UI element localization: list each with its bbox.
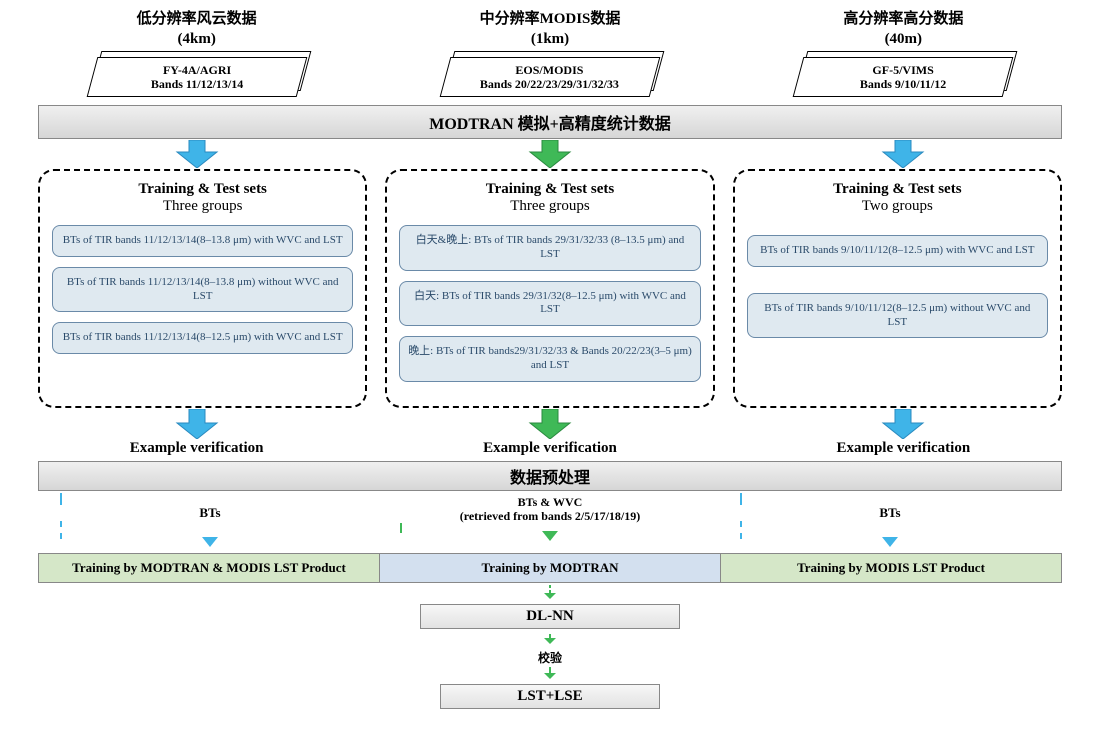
bts-3: BTs (740, 493, 1040, 547)
output-box: LST+LSE (440, 684, 660, 709)
sat-2-name: EOS/MODIS (516, 63, 584, 77)
train-3: Training by MODIS LST Product (721, 554, 1061, 582)
ev-3: Example verification (767, 440, 1040, 457)
dt-title-1: Training & Test sets (52, 181, 353, 198)
satellite-row: FY-4A/AGRI Bands 11/12/13/14 EOS/MODIS B… (0, 49, 1100, 101)
dt-title-2: Training & Test sets (399, 181, 700, 198)
dt-title-3: Training & Test sets (747, 181, 1048, 198)
box-1-2: BTs of TIR bands 11/12/13/14(8–13.8 μm) … (52, 267, 353, 313)
box-2-3: 晚上: BTs of TIR bands29/31/32/33 & Bands … (399, 336, 700, 382)
dashed-box-1: Training & Test sets Three groups BTs of… (38, 169, 367, 408)
arrow-5 (413, 408, 686, 440)
training-row: Training by MODTRAN & MODIS LST Product … (38, 553, 1062, 583)
bts-2: BTs & WVC (retrieved from bands 2/5/17/1… (400, 493, 700, 547)
sat-3-bands: Bands 9/10/11/12 (860, 77, 946, 91)
header-1-line1: 低分辨率风云数据 (137, 11, 257, 27)
modtran-bar: MODTRAN 模拟+高精度统计数据 (38, 105, 1062, 139)
train-2: Training by MODTRAN (380, 554, 721, 582)
dt-sub-3: Two groups (747, 198, 1048, 215)
header-row: 低分辨率风云数据 (4km) 中分辨率MODIS数据 (1km) 高分辨率高分数… (0, 0, 1100, 49)
preprocess-bar: 数据预处理 (38, 461, 1062, 491)
box-1-1: BTs of TIR bands 11/12/13/14(8–13.8 μm) … (52, 225, 353, 257)
dlnn-box: DL-NN (420, 604, 680, 629)
arrow-4 (60, 408, 333, 440)
arrow-row-2 (0, 408, 1100, 440)
ev-row: Example verification Example verificatio… (0, 440, 1100, 457)
dashed-box-3: Training & Test sets Two groups BTs of T… (733, 169, 1062, 408)
bts-1: BTs (60, 493, 360, 547)
calib-label: 校验 (0, 649, 1100, 666)
sat-2-bands: Bands 20/22/23/29/31/32/33 (480, 77, 619, 91)
sat-1-bands: Bands 11/12/13/14 (150, 77, 242, 91)
arrow-1 (60, 139, 333, 169)
ev-2: Example verification (413, 440, 686, 457)
header-col-3: 高分辨率高分数据 (40m) (767, 10, 1040, 49)
sat-1-name: FY-4A/AGRI (163, 63, 231, 77)
arrow-6 (767, 408, 1040, 440)
header-col-1: 低分辨率风云数据 (4km) (60, 10, 333, 49)
box-3-1: BTs of TIR bands 9/10/11/12(8–12.5 μm) w… (747, 235, 1048, 267)
dashed-row: Training & Test sets Three groups BTs of… (0, 169, 1100, 408)
sat-box-1: FY-4A/AGRI Bands 11/12/13/14 (60, 55, 333, 101)
sat-box-2: EOS/MODIS Bands 20/22/23/29/31/32/33 (413, 55, 686, 101)
dt-sub-2: Three groups (399, 198, 700, 215)
bts-3-label: BTs (879, 505, 900, 520)
arrow-row-1 (0, 139, 1100, 169)
bts-2-label2: (retrieved from bands 2/5/17/18/19) (460, 509, 641, 523)
header-3-line1: 高分辨率高分数据 (843, 11, 963, 27)
sat-3-name: GF-5/VIMS (873, 63, 934, 77)
dashed-box-2: Training & Test sets Three groups 白天&晚上:… (385, 169, 714, 408)
bts-1-label: BTs (199, 505, 220, 520)
sat-box-3: GF-5/VIMS Bands 9/10/11/12 (767, 55, 1040, 101)
arrow-2 (413, 139, 686, 169)
box-2-1: 白天&晚上: BTs of TIR bands 29/31/32/33 (8–1… (399, 225, 700, 271)
ev-1: Example verification (60, 440, 333, 457)
header-3-line2: (40m) (885, 31, 923, 47)
box-3-2: BTs of TIR bands 9/10/11/12(8–12.5 μm) w… (747, 293, 1048, 339)
header-1-line2: (4km) (178, 31, 216, 47)
box-1-3: BTs of TIR bands 11/12/13/14(8–12.5 μm) … (52, 322, 353, 354)
dt-sub-1: Three groups (52, 198, 353, 215)
header-col-2: 中分辨率MODIS数据 (1km) (413, 10, 686, 49)
header-2-line2: (1km) (531, 31, 569, 47)
train-1: Training by MODTRAN & MODIS LST Product (39, 554, 380, 582)
header-2-line1: 中分辨率MODIS数据 (480, 11, 621, 27)
box-2-2: 白天: BTs of TIR bands 29/31/32(8–12.5 μm)… (399, 281, 700, 327)
bts-2-label1: BTs & WVC (518, 495, 583, 509)
bts-row: BTs BTs & WVC (retrieved from bands 2/5/… (0, 491, 1100, 547)
arrow-3 (767, 139, 1040, 169)
